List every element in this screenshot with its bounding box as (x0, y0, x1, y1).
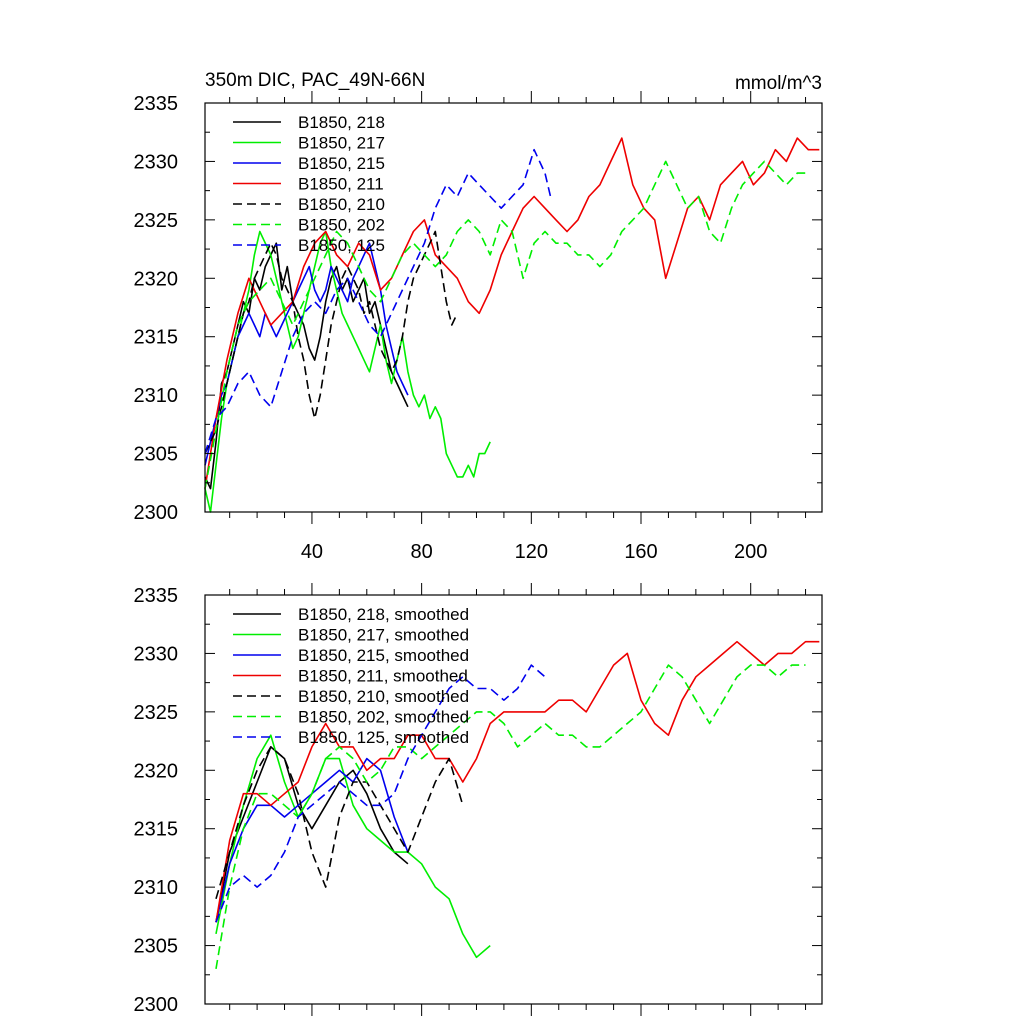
chart-title: 350m DIC, PAC_49N-66N (205, 70, 425, 91)
series-line-1 (204, 242, 409, 490)
legend-label-3: B1850, 215, smoothed (298, 646, 469, 665)
legend-label-5: B1850, 210, smoothed (298, 687, 469, 706)
legend-label-6: B1850, 202, smoothed (298, 708, 469, 727)
legend-label-2: B1850, 217 (298, 134, 385, 153)
x-tick-label: 120 (515, 541, 548, 563)
legend-label-7: B1850, 125 (298, 236, 385, 255)
series-line-2 (215, 734, 491, 959)
legend-label-7: B1850, 125, smoothed (298, 728, 469, 747)
x-tick-label: 200 (734, 541, 767, 563)
y-tick-label: 2325 (134, 702, 179, 724)
series-line-5 (215, 746, 464, 900)
chart-panel-2: 2300 2305 2310 2315 2320 2325 2330 2335 B1850, 2… (134, 583, 823, 1016)
y-tick-label: 2320 (134, 268, 179, 290)
series-group (215, 640, 820, 970)
legend-label-1: B1850, 218 (298, 113, 385, 132)
chart-panel-1: 2300 2305 2310 2315 2320 2325 2330 2335 40 80 120 1… (134, 70, 823, 563)
y-tick-label: 2300 (134, 994, 179, 1016)
y-tick-label: 2325 (134, 210, 179, 232)
y-tick-label: 2315 (134, 327, 179, 349)
y-tick-label: 2335 (134, 585, 179, 607)
series-line-1 (215, 746, 409, 923)
legend-label-5: B1850, 210 (298, 195, 385, 214)
series-line-6 (204, 160, 809, 489)
y-tick-label: 2330 (134, 151, 179, 173)
legend: B1850, 218, smoothed B1850, 217, smoothed… (233, 605, 469, 747)
x-tick-label: 40 (301, 541, 323, 563)
legend-label-4: B1850, 211 (298, 175, 384, 194)
series-line-6 (215, 664, 806, 970)
legend-label-1: B1850, 218, smoothed (298, 605, 469, 624)
y-tick-label: 2310 (134, 385, 179, 407)
y-tick-label: 2315 (134, 819, 179, 841)
y-tick-label: 2335 (134, 93, 179, 115)
y-tick-label: 2305 (134, 936, 179, 958)
legend-label-2: B1850, 217, smoothed (298, 626, 469, 645)
legend-label-3: B1850, 215 (298, 154, 385, 173)
x-tick-label: 160 (624, 541, 657, 563)
y-tick-label: 2305 (134, 444, 179, 466)
series-line-7 (215, 664, 546, 923)
y-tick-label: 2310 (134, 877, 179, 899)
series-group (204, 137, 820, 513)
x-tick-label: 80 (411, 541, 433, 563)
legend-label-6: B1850, 202 (298, 216, 385, 235)
series-line-3 (204, 242, 409, 466)
y-tick-label: 2320 (134, 760, 179, 782)
series-line-2 (204, 230, 491, 513)
legend-label-4: B1850, 211, smoothed (298, 667, 468, 686)
series-line-3 (215, 757, 409, 923)
chart-units: mmol/m^3 (735, 73, 822, 94)
y-tick-label: 2300 (134, 502, 179, 524)
series-line-4 (215, 640, 820, 923)
y-tick-label: 2330 (134, 643, 179, 665)
